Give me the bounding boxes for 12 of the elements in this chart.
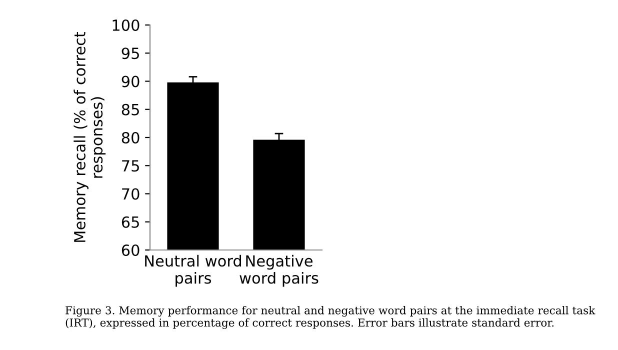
y-tick-label: 95	[122, 48, 139, 60]
caption: Figure 3. Memory performance for neutral and negative word pairs at the immediate recall task (IRT), expressed in percentage of correct responses. Error bars illustrate standard error.	[66, 306, 596, 329]
y-tick-label: 85	[122, 104, 139, 116]
y-tick-label: 100	[112, 19, 140, 32]
y-axis-title: Memory recall (% of correct responses)	[74, 32, 106, 242]
y-tick-label: 75	[122, 160, 139, 172]
y-tick-label: 80	[122, 132, 140, 144]
y-tick-label: 70	[122, 188, 140, 200]
y-tick-label: 90	[122, 76, 140, 88]
y-tick-label: 65	[122, 216, 139, 228]
y-tick-label: 60	[122, 244, 140, 256]
x-tick-label: Negative word pairs	[240, 254, 318, 287]
